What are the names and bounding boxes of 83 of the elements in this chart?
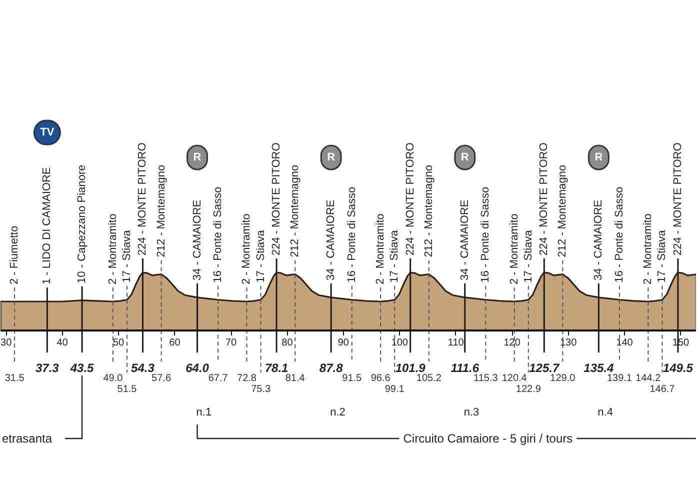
- ref-line-label: 115.3: [474, 373, 498, 384]
- text: n.4: [598, 406, 613, 418]
- text: TV: [40, 126, 55, 138]
- ref-line-label: 122.9: [516, 384, 542, 395]
- annotation: 10 - Capezzano Pianore: [76, 164, 88, 284]
- annotation: 16 - Ponte di Sasso: [480, 186, 492, 283]
- ref-line-label: 49.0: [103, 373, 124, 384]
- x-tick-label: 130: [560, 338, 578, 348]
- ref-line-label: 144.2: [636, 373, 662, 384]
- text: R: [327, 152, 336, 164]
- annotation: 17 - Stiava: [254, 229, 267, 283]
- annotation: 34 - CAMAIORE: [592, 200, 605, 280]
- annotation: 224 - MONTE PITORO: [538, 142, 550, 256]
- annotation: 17 - Stiava: [120, 229, 133, 283]
- x-tick-label: 110: [448, 338, 464, 348]
- ref-line-label: 135.4: [584, 361, 614, 375]
- text: etrasanta: [2, 432, 52, 446]
- annotation: 2 - Montramito: [374, 214, 387, 284]
- annotation: 224 - MONTE PITORO: [404, 142, 416, 256]
- ref-line-label: 105.2: [416, 373, 442, 384]
- annotation: 212 - Montemagno: [289, 164, 302, 258]
- ref-line-label: 91.5: [342, 373, 362, 384]
- ref-line-label: 51.5: [117, 384, 138, 395]
- x-tick-label: 120: [504, 338, 521, 348]
- annotation: 212 - Montemagno: [155, 164, 168, 258]
- ref-line-label: 57.6: [152, 373, 172, 384]
- ref-line-label: 129.0: [550, 373, 576, 384]
- ref-line-label: 101.9: [395, 361, 426, 375]
- x-tick-label: 60: [169, 338, 181, 348]
- annotation: 16 - Ponte di Sasso: [212, 186, 224, 283]
- annotation: 2 - Montramito: [240, 214, 253, 284]
- annotation: 16 - Ponte di Sasso: [346, 186, 358, 283]
- annotation: 224 - MONTE PITORO: [270, 142, 283, 256]
- ref-line-label: 139.1: [606, 373, 632, 384]
- ref-line-label: 37.3: [35, 361, 60, 375]
- ref-line-label: 72.8: [237, 373, 257, 384]
- annotation: 212 - Montemagno: [422, 164, 435, 258]
- ref-line-label: 54.3: [131, 361, 155, 375]
- x-tick-label: 100: [391, 338, 408, 348]
- ref-line-label: 146.7: [650, 384, 676, 395]
- annotation: 2 - Montramito: [642, 214, 654, 284]
- ref-line-label: 96.6: [370, 373, 391, 384]
- text: R: [594, 152, 603, 164]
- ref-line-label: 149.5: [662, 361, 694, 375]
- annotation: 16 - Ponte di Sasso: [613, 186, 626, 283]
- text: R: [193, 152, 202, 164]
- ref-line-label: 64.0: [186, 361, 210, 375]
- text: n.2: [330, 406, 346, 418]
- annotation: 1 - LIDO DI CAMAIORE: [41, 167, 54, 284]
- annotation: 224 - MONTE PITORO: [672, 142, 684, 256]
- text: n.1: [196, 406, 212, 418]
- ref-line-label: 67.7: [208, 373, 228, 384]
- annotation: 34 - CAMAIORE: [191, 200, 204, 280]
- annotation: 212 - Montemagno: [556, 164, 569, 258]
- annotation: 17 - Stiava: [388, 229, 401, 283]
- x-tick-label: 50: [113, 338, 125, 348]
- x-tick-label: 80: [282, 338, 294, 348]
- annotation: 17 - Stiava: [522, 229, 534, 283]
- ref-line-label: 120.4: [502, 373, 528, 384]
- annotation: 2 - Montramito: [106, 214, 119, 284]
- annotation: 2 - Montramito: [508, 214, 520, 284]
- x-tick-label: 140: [616, 338, 634, 348]
- ref-line-label: 125.7: [529, 361, 560, 375]
- ref-line-label: 43.5: [69, 361, 94, 375]
- x-tick-label: 90: [338, 338, 350, 348]
- ref-line-label: 111.6: [450, 361, 480, 375]
- ref-line-label: 31.5: [4, 373, 25, 384]
- ref-line-label: 81.4: [285, 373, 306, 384]
- annotation: 17 - Stiava: [656, 229, 668, 283]
- x-tick-label: 70: [225, 338, 237, 348]
- text: R: [460, 152, 469, 164]
- ref-line-label: 99.1: [384, 384, 405, 395]
- annotation: 2 - Fiumetto: [8, 226, 21, 284]
- annotation: 34 - CAMAIORE: [325, 200, 338, 280]
- ref-line-label: 78.1: [264, 361, 289, 375]
- annotation: 224 - MONTE PITORO: [136, 142, 149, 256]
- annotation: 34 - CAMAIORE: [458, 200, 471, 280]
- text: Circuito Camaiore - 5 giri / tours: [403, 432, 573, 446]
- ref-line-label: 87.8: [319, 361, 344, 375]
- ref-line-label: 75.3: [251, 384, 271, 395]
- text: n.3: [464, 406, 480, 418]
- x-tick-label: 30: [0, 338, 12, 348]
- x-tick-label: 40: [56, 338, 68, 348]
